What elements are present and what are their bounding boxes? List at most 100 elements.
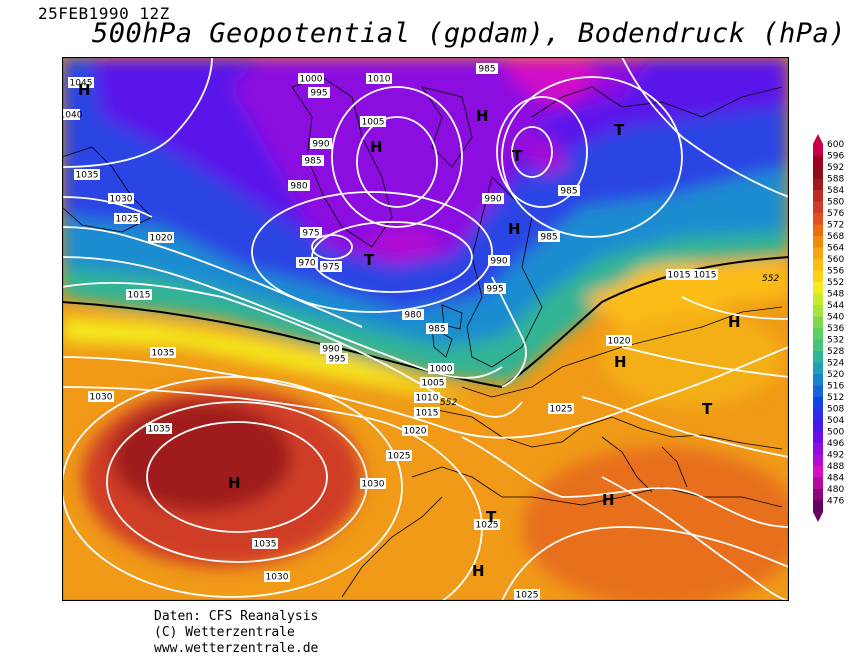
legend-label: 492 <box>827 451 844 461</box>
legend-swatch <box>813 201 823 214</box>
legend-arrow-top <box>813 134 823 144</box>
isobar-label: 1030 <box>264 571 290 583</box>
high-center-label: H <box>476 107 489 125</box>
isobar-label: 1045 <box>68 77 94 89</box>
svg-text:985: 985 <box>540 233 557 243</box>
credit-data-source: Daten: CFS Reanalysis <box>154 609 319 624</box>
svg-text:975: 975 <box>302 229 319 239</box>
svg-text:970: 970 <box>298 259 315 269</box>
legend-label: 584 <box>827 186 844 196</box>
isobar-label: 1025 <box>514 589 540 601</box>
legend-swatch <box>813 305 823 317</box>
isobar-label: 1025 <box>474 519 500 531</box>
svg-text:985: 985 <box>478 65 495 75</box>
low-center-label: T <box>512 147 523 165</box>
legend-swatch <box>813 477 823 490</box>
svg-text:1000: 1000 <box>430 365 453 375</box>
legend-label: 520 <box>827 370 844 380</box>
high-center-label: H <box>472 562 485 580</box>
legend-swatch <box>813 328 823 340</box>
legend-swatch <box>813 247 823 260</box>
legend-swatch <box>813 213 823 225</box>
geopotential-labels: 552 552 <box>440 274 779 408</box>
svg-text:1020: 1020 <box>404 427 427 437</box>
legend-label: 544 <box>827 301 844 311</box>
svg-text:990: 990 <box>312 140 329 150</box>
isobar-label: 985 <box>558 185 580 197</box>
legend-label: 484 <box>827 474 844 484</box>
legend-label: 552 <box>827 278 844 288</box>
svg-text:1015: 1015 <box>694 271 717 281</box>
legend-label: 528 <box>827 347 844 357</box>
low-center-label: T <box>702 400 713 418</box>
isobar-label: 975 <box>320 261 342 273</box>
low-center-label: T <box>614 121 625 139</box>
legend-label: 560 <box>827 255 844 265</box>
legend-swatch <box>813 178 823 191</box>
high-center-label: H <box>508 220 521 238</box>
svg-text:1020: 1020 <box>150 234 173 244</box>
isobar-label: 1020 <box>606 335 632 347</box>
svg-text:1030: 1030 <box>266 573 289 583</box>
svg-text:1025: 1025 <box>550 405 573 415</box>
legend-swatch <box>813 236 823 248</box>
legend-swatch <box>813 351 823 363</box>
legend-label: 600 <box>827 140 844 150</box>
low-center-label: T <box>486 508 497 526</box>
svg-text:1035: 1035 <box>148 425 171 435</box>
legend-label: 516 <box>827 382 844 392</box>
isobar-label: 1040 <box>62 109 83 121</box>
legend-swatch <box>813 190 823 202</box>
weather-map: 1045 1040 1035 1030 1025 1020 1015 1000 … <box>62 57 789 601</box>
legend-swatch <box>813 431 823 444</box>
legend-swatch <box>813 385 823 398</box>
isobar-label: 1035 <box>74 169 100 181</box>
svg-text:995: 995 <box>310 89 327 99</box>
high-center-label: H <box>602 491 615 509</box>
isobar-label: 1020 <box>148 232 174 244</box>
isobar-label: 1015 <box>414 407 440 419</box>
svg-text:990: 990 <box>490 257 507 267</box>
isobar-label: 1005 <box>360 116 386 128</box>
svg-text:1030: 1030 <box>90 393 113 403</box>
svg-text:1005: 1005 <box>362 118 385 128</box>
geopotential-field <box>62 57 789 601</box>
svg-text:1040: 1040 <box>62 111 83 121</box>
legend-label: 556 <box>827 267 844 277</box>
geopotential-label-552: 552 <box>762 274 779 284</box>
legend-label: 592 <box>827 163 844 173</box>
svg-text:1030: 1030 <box>110 195 133 205</box>
legend-swatch <box>813 397 823 409</box>
legend-swatch <box>813 362 823 375</box>
svg-text:1010: 1010 <box>368 75 391 85</box>
svg-text:985: 985 <box>304 157 321 167</box>
legend-label: 480 <box>827 485 844 495</box>
isobar-label: 1030 <box>108 193 134 205</box>
isobar-label: 1035 <box>150 347 176 359</box>
legend-label: 524 <box>827 359 844 369</box>
isobar-label: 970 <box>296 257 318 269</box>
legend-swatch <box>813 339 823 352</box>
svg-text:1035: 1035 <box>76 171 99 181</box>
map-date: 25FEB1990 12Z <box>38 4 170 23</box>
svg-text:1030: 1030 <box>362 480 385 490</box>
isobar-label: 990 <box>310 138 332 150</box>
high-center-label: H <box>228 474 241 492</box>
isobar-label: 1035 <box>252 538 278 550</box>
legend-label: 512 <box>827 393 844 403</box>
legend-swatches <box>813 134 823 522</box>
isobars <box>62 57 789 601</box>
svg-text:1025: 1025 <box>516 591 539 601</box>
legend-swatch <box>813 408 823 421</box>
credit-website: www.wetterzentrale.de <box>154 641 319 656</box>
isobar-label: 1025 <box>114 213 140 225</box>
svg-text:990: 990 <box>322 345 339 355</box>
pressure-centers: H H H H H H H H H H T T T T T <box>78 81 741 580</box>
high-center-label: H <box>78 81 91 99</box>
high-center-label: H <box>370 138 383 156</box>
svg-text:1035: 1035 <box>152 349 175 359</box>
isobar-label: 1015 <box>126 289 152 301</box>
svg-text:1015: 1015 <box>668 271 691 281</box>
isobar-label: 1010 <box>414 392 440 404</box>
